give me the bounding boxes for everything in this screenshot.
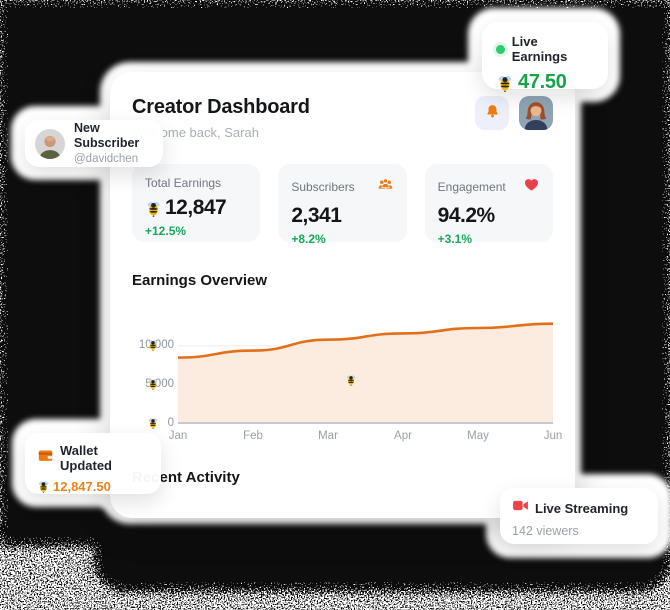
stat-change: +12.5% — [145, 224, 187, 238]
earnings-chart: 0 5,000 10,000 Jan Feb Mar Apr May Jun — [132, 303, 563, 449]
subscriber-handle: @davidchen — [74, 152, 139, 165]
stat-value: 2,341 — [291, 204, 342, 227]
live-earnings-amount: 47.50 — [518, 71, 567, 93]
y-axis-label: 0 — [132, 417, 174, 429]
x-axis-label: Jan — [168, 430, 188, 442]
stat-value: 12,847 — [165, 196, 227, 219]
bell-icon — [484, 103, 501, 123]
x-axis-label: Feb — [243, 430, 263, 442]
stat-subscribers: Subscribers 2,341 +8.2% — [278, 164, 407, 246]
earnings-line — [178, 322, 553, 359]
x-axis-label: Mar — [318, 430, 338, 442]
user-avatar[interactable] — [519, 96, 553, 130]
welcome-text: Welcome back, Sarah — [132, 125, 259, 140]
heart-icon — [523, 176, 540, 198]
bee-icon — [345, 374, 357, 387]
stat-label: Total Earnings — [145, 176, 222, 190]
bee-icon — [133, 379, 158, 390]
stat-label: Subscribers — [291, 180, 355, 194]
area-chart — [178, 322, 553, 424]
viewer-count: 142 viewers — [512, 524, 579, 538]
video-camera-icon — [512, 497, 529, 519]
people-icon — [377, 176, 394, 198]
toast-title: Live Streaming — [535, 500, 629, 516]
live-dot — [496, 44, 505, 54]
subscriber-avatar — [35, 128, 65, 159]
stats-row: Total Earnings 12,847 +12.5% Subscribers — [132, 164, 553, 246]
bee-icon — [37, 480, 50, 493]
stat-label: Engagement — [437, 180, 506, 194]
notifications-button[interactable] — [475, 96, 509, 130]
y-axis-label: 10,000 — [132, 339, 174, 351]
live-earnings-toast[interactable]: Live Earnings 47.50 — [482, 22, 608, 93]
recent-activity-heading: Recent Activity — [132, 469, 240, 486]
x-axis-label: Apr — [394, 430, 412, 442]
x-axis-label: Jun — [543, 430, 563, 442]
bee-icon — [148, 418, 166, 429]
chart-x-axis: Jan Feb Mar Apr May Jun — [169, 424, 563, 446]
toast-title: Live Earnings — [511, 34, 568, 64]
x-axis-label: May — [467, 430, 489, 442]
wallet-updated-toast[interactable]: Wallet Updated 12,847.50 — [25, 433, 161, 494]
toast-title: New Subscriber — [74, 120, 140, 151]
header: Creator Dashboard Welcome back, Sarah — [132, 96, 553, 140]
earnings-overview-heading: Earnings Overview — [132, 272, 268, 289]
chart-plot-area: 0 5,000 10,000 — [139, 303, 553, 429]
bee-icon — [496, 74, 514, 92]
stat-value: 94.2% — [437, 204, 496, 227]
bee-icon — [145, 200, 162, 217]
stat-total-earnings: Total Earnings 12,847 +12.5% — [132, 164, 261, 242]
y-axis-label: 5,000 — [132, 378, 174, 390]
wallet-amount: 12,847.50 — [53, 479, 111, 494]
wallet-icon — [37, 447, 54, 469]
live-streaming-toast[interactable]: Live Streaming 142 viewers — [500, 488, 658, 544]
dashboard-card: Creator Dashboard Welcome back, Sarah — [110, 72, 575, 518]
stat-change: +8.2% — [291, 232, 326, 246]
page-title: Creator Dashboard — [132, 96, 310, 118]
toast-title: Wallet Updated — [60, 443, 112, 473]
stat-engagement: Engagement 94.2% +3.1% — [424, 164, 553, 246]
stat-change: +3.1% — [437, 232, 473, 246]
bee-icon — [132, 340, 158, 351]
earnings-area — [178, 323, 553, 424]
new-subscriber-toast[interactable]: New Subscriber @davidchen — [25, 120, 163, 167]
